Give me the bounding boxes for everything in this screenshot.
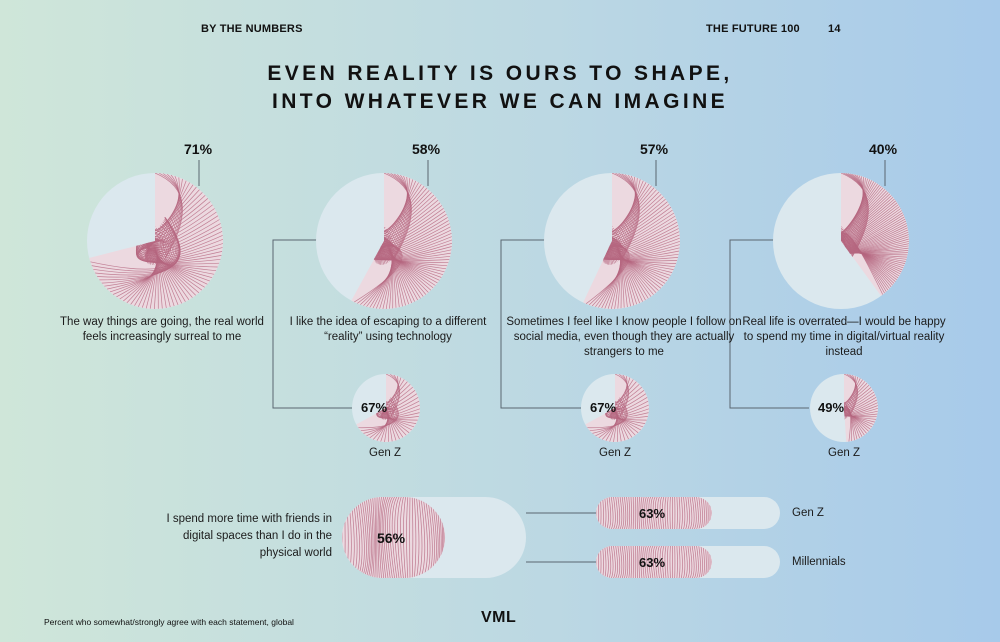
subpie-3-value: 67% <box>590 400 617 415</box>
subpie-4-value: 49% <box>818 400 845 415</box>
pie-2 <box>316 173 452 309</box>
bar-genz <box>596 497 780 529</box>
pie-4-label: Real life is overrated—I would be happy … <box>742 316 946 358</box>
title-line-1: EVEN REALITY IS OURS TO SHAPE, <box>267 62 733 85</box>
pie-2-label: I like the idea of escaping to a differe… <box>289 316 487 343</box>
bar-millennials <box>596 546 780 578</box>
bar-genz-name: Gen Z <box>792 507 824 519</box>
pie-3 <box>544 173 680 309</box>
subpie-4 <box>810 374 878 442</box>
page-number: 14 <box>828 23 841 35</box>
subpie-2-name: Gen Z <box>369 447 401 459</box>
pie-3-label: Sometimes I feel like I know people I fo… <box>506 316 742 358</box>
pie-3-value: 57% <box>640 141 669 157</box>
subpie-3 <box>581 374 650 442</box>
connector-4 <box>729 239 809 409</box>
subpie-2 <box>352 374 421 442</box>
bar-millennials-name: Millennials <box>792 556 846 568</box>
bar-overall <box>342 497 526 578</box>
subpie-4-name: Gen Z <box>828 447 860 459</box>
pie-1-slice <box>89 173 224 310</box>
pie-1-label: The way things are going, the real world… <box>60 316 264 343</box>
pie-4 <box>773 173 909 309</box>
section-label: BY THE NUMBERS <box>201 23 303 35</box>
pie-1-value: 71% <box>184 141 213 157</box>
connector-2 <box>272 239 352 409</box>
bar-millennials-value: 63% <box>639 555 666 570</box>
subpie-2-value: 67% <box>361 400 388 415</box>
bar-overall-value: 56% <box>377 530 406 546</box>
bar-genz-value: 63% <box>639 506 666 521</box>
page-title: EVEN REALITY IS OURS TO SHAPE, INTO WHAT… <box>0 60 1000 116</box>
subpie-3-name: Gen Z <box>599 447 631 459</box>
pie-4-slice <box>841 173 909 297</box>
pie-4-value: 40% <box>869 141 898 157</box>
pie-1 <box>87 173 224 310</box>
pie-2-value: 58% <box>412 141 441 157</box>
bar-genz-fill <box>596 497 712 529</box>
connector-lines <box>198 160 886 563</box>
title-line-2: INTO WHATEVER WE CAN IMAGINE <box>271 90 729 113</box>
subpie-4-slice <box>844 374 878 442</box>
connector-3 <box>500 239 581 409</box>
bar-statement-label: I spend more time with friends in digita… <box>166 513 332 559</box>
footnote: Percent who somewhat/strongly agree with… <box>44 617 294 627</box>
vml-logo: VML <box>481 609 517 626</box>
subpie-3-slice <box>585 374 650 442</box>
publication-label: THE FUTURE 100 <box>706 23 800 35</box>
